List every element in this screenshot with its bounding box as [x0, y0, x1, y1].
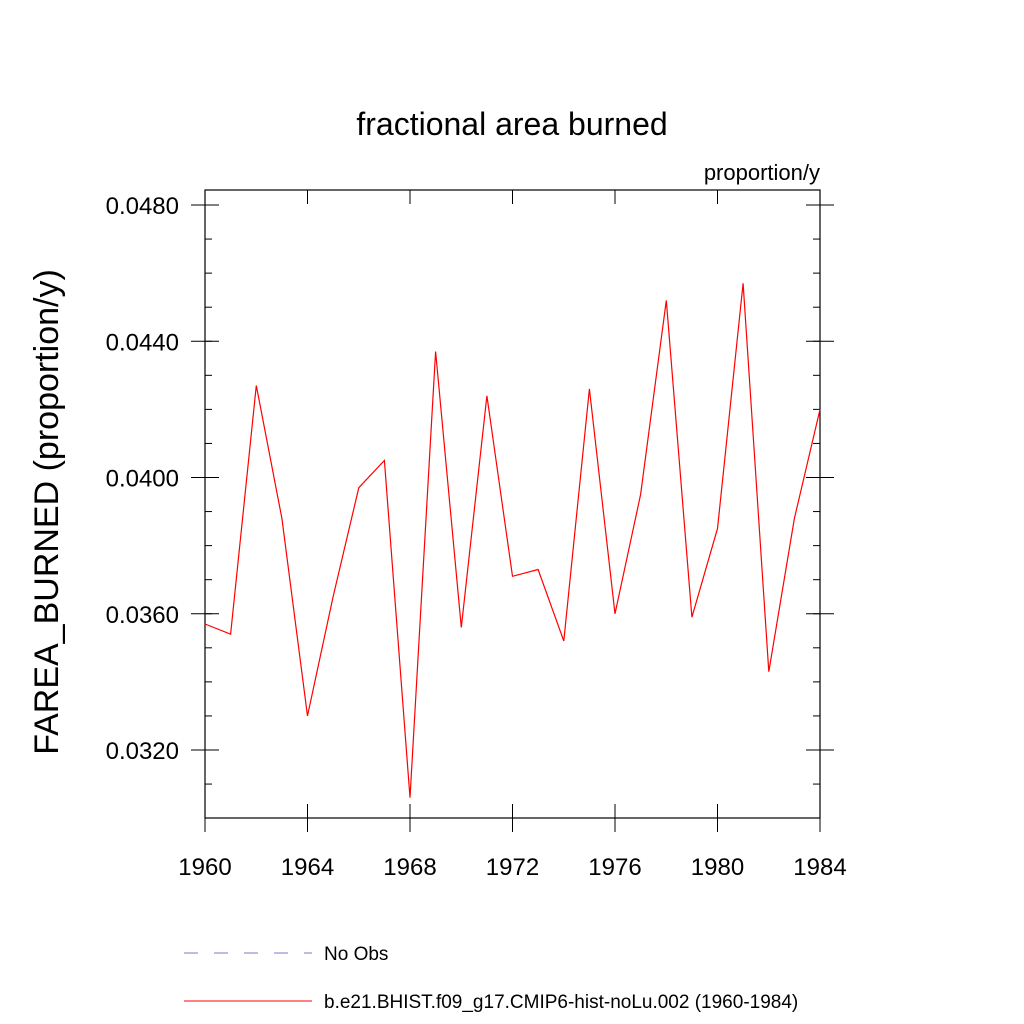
data-point — [639, 493, 642, 496]
x-tick-label: 1968 — [383, 854, 436, 881]
data-point — [614, 612, 617, 615]
data-point — [793, 517, 796, 520]
series-layer — [204, 282, 822, 799]
data-point — [280, 517, 283, 520]
data-point — [357, 486, 360, 489]
data-point — [819, 408, 822, 411]
data-point — [229, 633, 232, 636]
data-point — [434, 350, 437, 353]
data-point — [537, 568, 540, 571]
data-point — [716, 527, 719, 530]
data-point — [742, 282, 745, 285]
x-tick-label: 1960 — [178, 854, 231, 881]
chart-title: fractional area burned — [356, 106, 667, 142]
x-tick-label: 1972 — [486, 854, 539, 881]
legend-label: No Obs — [324, 944, 388, 965]
data-point — [562, 640, 565, 643]
y-tick-label: 0.0360 — [106, 602, 179, 629]
data-point — [460, 626, 463, 629]
x-tick-label: 1984 — [793, 854, 846, 881]
data-point — [409, 796, 412, 799]
y-tick-label: 0.0480 — [106, 193, 179, 220]
data-point — [665, 299, 668, 302]
x-tick-label: 1980 — [691, 854, 744, 881]
data-point — [511, 575, 514, 578]
data-point — [767, 670, 770, 673]
y-tick-label: 0.0320 — [106, 738, 179, 765]
x-tick-label: 1964 — [281, 854, 334, 881]
data-point — [485, 394, 488, 397]
y-tick-label: 0.0440 — [106, 329, 179, 356]
y-axis-label: FAREA_BURNED (proportion/y) — [28, 269, 66, 755]
y-tick-label: 0.0400 — [106, 466, 179, 493]
data-point — [204, 622, 207, 625]
data-point — [588, 387, 591, 390]
legend-label: b.e21.BHIST.f09_g17.CMIP6-hist-noLu.002 … — [324, 992, 798, 1013]
data-point — [332, 595, 335, 598]
legend: No Obs b.e21.BHIST.f09_g17.CMIP6-hist-noL… — [184, 944, 798, 1013]
x-tick-label: 1976 — [588, 854, 641, 881]
data-point — [383, 459, 386, 462]
data-point — [255, 384, 258, 387]
series-line — [204, 283, 821, 798]
units-label: proportion/y — [704, 160, 820, 185]
data-point — [306, 714, 309, 717]
plot-frame — [204, 189, 821, 819]
data-point — [690, 616, 693, 619]
axis-ticks: 1960 1964 1968 1972 1976 1980 1984 0.0320 0.0360… — [106, 190, 847, 881]
